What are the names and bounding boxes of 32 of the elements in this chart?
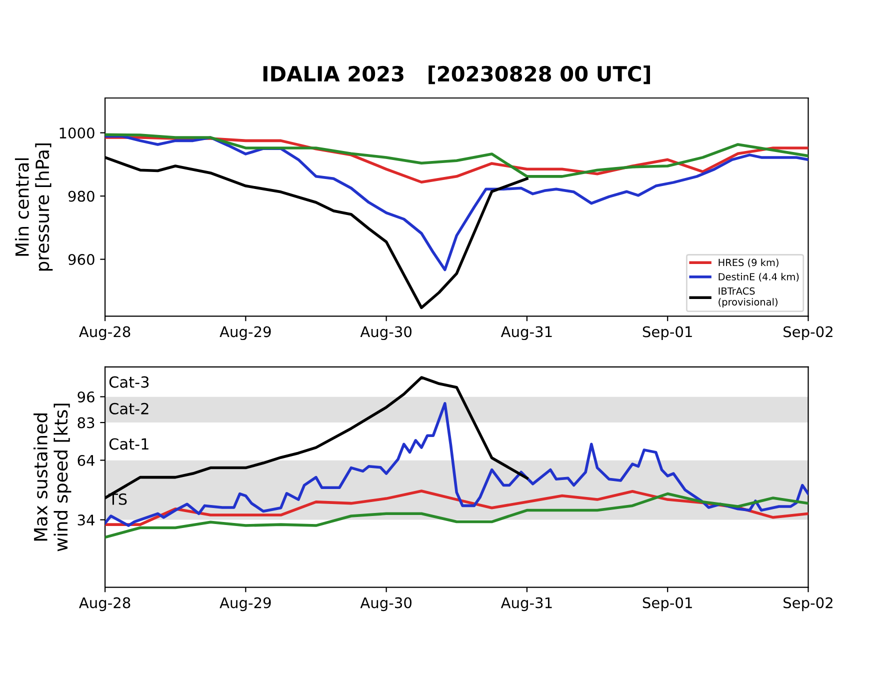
- band-label: Cat-2: [109, 402, 148, 414]
- x-tick-label: Aug-28: [79, 597, 130, 612]
- x-tick-label: Aug-29: [220, 597, 271, 612]
- x-tick-label: Aug-30: [360, 597, 412, 612]
- y-tick-label: 34: [78, 514, 94, 526]
- x-tick-label: Sep-01: [642, 597, 692, 612]
- y-axis-title: Min central pressure [hPa]: [14, 143, 53, 271]
- band-label: Cat-1: [109, 438, 148, 450]
- y-axis-title: Max sustained wind speed [kts]: [34, 404, 72, 552]
- legend-label: IBTrACS (provisional): [718, 287, 778, 308]
- x-tick-label: Aug-29: [220, 326, 271, 340]
- legend-label: HRES (9 km): [718, 258, 778, 268]
- x-tick-label: Aug-31: [500, 597, 552, 612]
- line-series: [105, 134, 808, 272]
- line-series: [105, 492, 808, 539]
- line-series: [105, 133, 808, 178]
- x-tick-label: Sep-01: [642, 326, 692, 340]
- x-tick-label: Sep-02: [784, 597, 832, 612]
- y-tick-label: 1000: [60, 128, 94, 139]
- x-tick-label: Sep-02: [784, 326, 832, 340]
- x-tick-label: Aug-31: [500, 326, 552, 340]
- x-tick-label: Aug-30: [360, 326, 412, 340]
- y-tick-label: 96: [78, 391, 94, 402]
- chart-title: IDALIA 2023 [20230828 00 UTC]: [263, 66, 650, 84]
- y-tick-label: 83: [78, 417, 94, 428]
- line-series: [105, 402, 808, 527]
- y-tick-label: 960: [68, 254, 94, 266]
- band-label: Cat-3: [109, 376, 149, 388]
- y-tick-label: 980: [68, 190, 94, 202]
- y-tick-label: 64: [78, 454, 94, 466]
- x-tick-label: Aug-28: [79, 326, 130, 340]
- legend-label: DestinE (4.4 km): [718, 272, 799, 282]
